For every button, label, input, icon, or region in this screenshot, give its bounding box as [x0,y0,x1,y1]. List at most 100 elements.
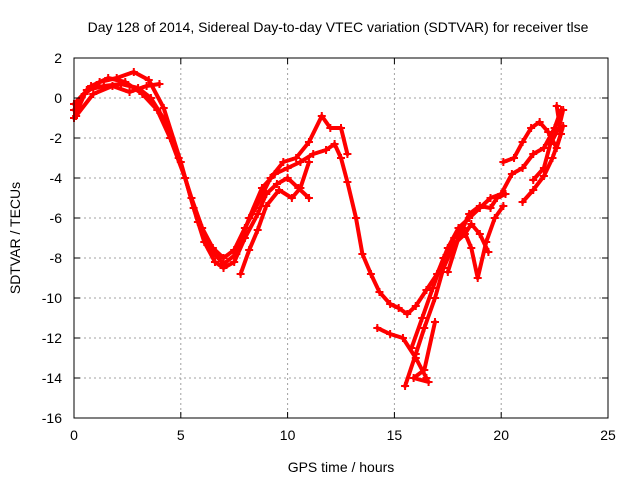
data-point-marker [492,194,501,202]
data-point-marker [473,274,482,282]
x-tick-label: 5 [177,427,185,443]
y-tick-label: -8 [50,250,63,266]
data-point-marker [559,106,568,114]
data-point-marker [529,186,538,194]
data-point-marker [394,304,403,312]
y-tick-label: 0 [54,90,62,106]
data-point-marker [279,158,288,166]
data-point-marker [424,378,433,386]
data-point-marker [322,146,331,154]
data-point-marker [386,330,395,338]
data-point-marker [366,270,375,278]
series-line [238,160,311,276]
data-point-marker [510,154,519,162]
data-point-marker [253,226,262,234]
data-point-marker [330,140,339,148]
data-point-marker [283,174,292,182]
data-point-marker [475,230,484,238]
data-point-marker [539,164,548,172]
data-point-marker [529,176,538,184]
chart-title: Day 128 of 2014, Sidereal Day-to-day VTE… [88,19,589,35]
data-point-marker [482,238,491,246]
data-point-marker [296,158,305,166]
data-point-marker [193,218,202,226]
data-point-marker [467,220,476,228]
y-tick-label: -16 [42,410,62,426]
x-tick-label: 10 [280,427,296,443]
series-sat-j [529,106,568,184]
data-point-marker [87,82,96,90]
data-point-marker [401,382,410,390]
data-point-marker [129,68,138,76]
data-point-marker [501,190,510,198]
data-point-marker [428,284,437,292]
y-tick-label: -4 [50,170,63,186]
data-point-marker [544,128,553,136]
y-axis-label: SDTVAR / TECUs [7,182,23,294]
data-point-marker [283,164,292,172]
x-tick-label: 15 [387,427,403,443]
data-point-marker [337,124,345,132]
series-sat-k [236,158,313,278]
data-point-marker [337,154,345,162]
data-point-marker [475,202,484,210]
data-point-marker [420,366,429,374]
data-point-marker [409,374,418,382]
data-point-marker [219,260,228,268]
data-series [70,68,568,390]
data-point-marker [527,124,536,132]
data-point-marker [181,174,190,182]
data-point-marker [465,210,474,218]
data-point-marker [518,198,527,206]
data-point-marker [262,202,271,210]
x-axis-label: GPS time / hours [288,459,395,475]
series-sat-f [407,202,508,352]
data-point-marker [275,186,284,194]
data-point-marker [486,204,495,212]
data-point-marker [499,202,508,210]
y-tick-label: -2 [50,130,63,146]
data-point-marker [292,154,301,162]
data-point-marker [236,270,245,278]
y-tick-label: 2 [54,50,62,66]
series-sat-l [409,318,439,386]
data-point-marker [467,244,476,252]
data-point-marker [287,194,296,202]
data-point-marker [546,140,555,148]
data-point-marker [518,164,527,172]
data-point-marker [411,350,420,358]
series-sat-c [70,74,566,318]
data-point-marker [272,180,281,188]
data-point-marker [304,138,313,146]
data-point-marker [104,74,113,82]
y-tick-label: -6 [50,210,63,226]
data-point-marker [166,134,175,142]
data-point-marker [159,104,168,112]
data-point-marker [422,286,431,294]
data-point-marker [144,76,153,84]
series-sat-b [70,80,352,262]
data-point-marker [343,178,352,186]
data-point-marker [407,344,416,352]
data-point-marker [326,124,335,132]
data-point-marker [257,184,266,192]
series-line [411,320,437,384]
y-tick-label: -10 [42,290,62,306]
x-tick-label: 20 [493,427,509,443]
data-point-marker [552,102,561,110]
series-sat-m [72,80,164,120]
data-point-marker [373,324,382,332]
data-point-marker [430,294,439,302]
data-point-marker [518,138,527,146]
series-line [72,76,563,316]
data-point-marker [138,90,147,98]
data-point-marker [317,112,326,120]
data-point-marker [304,158,313,166]
data-point-marker [499,158,508,166]
data-point-marker [72,112,81,120]
data-point-marker [245,246,254,254]
data-point-marker [245,214,254,222]
data-point-marker [557,130,566,138]
